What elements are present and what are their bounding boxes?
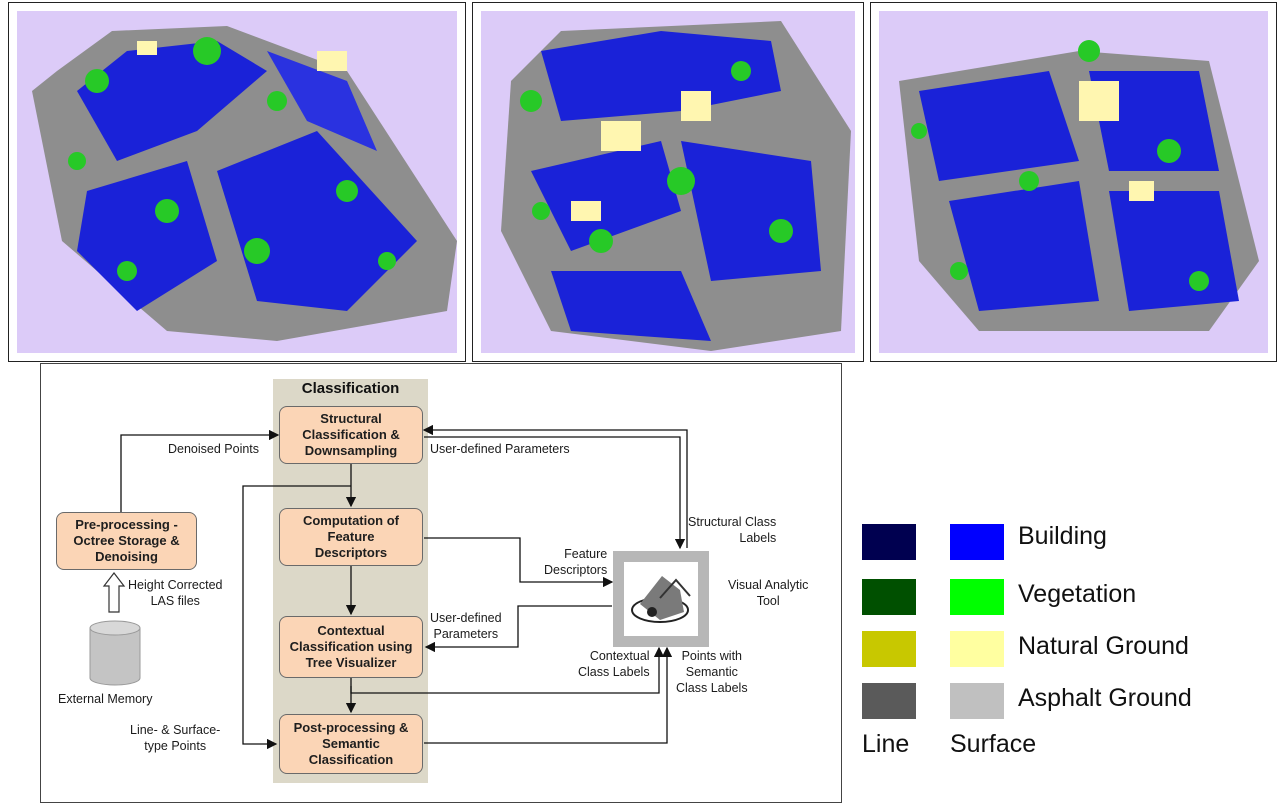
legend-swatch-asphalt-ground-line <box>862 683 916 719</box>
postprocessing-box: Post-processing & Semantic Classificatio… <box>279 714 423 774</box>
point-cloud-panel-2 <box>472 2 864 362</box>
classification-title: Classification <box>301 380 400 397</box>
user-defined-params-label-1: User-defined Parameters <box>430 442 570 456</box>
legend-swatch-building-line <box>862 524 916 560</box>
legend-swatch-asphalt-ground-surface <box>950 683 1004 719</box>
feature-descriptors-box: Computation of Feature Descriptors <box>279 508 423 566</box>
structural-classification-box: Structural Classification & Downsampling <box>279 406 423 464</box>
points-semantic-label: Points with Semantic Class Labels <box>676 649 748 695</box>
legend-swatch-vegetation-line <box>862 579 916 615</box>
point-cloud-image-2 <box>501 21 851 351</box>
point-cloud-panel-3 <box>870 2 1277 362</box>
point-cloud-view-2 <box>481 11 855 353</box>
legend-column-surface: Surface <box>950 730 1037 758</box>
legend-swatch-natural-ground-surface <box>950 631 1004 667</box>
legend-label-vegetation: Vegetation <box>1018 580 1137 608</box>
external-memory-icon <box>89 620 141 686</box>
legend-label-asphalt-ground: Asphalt Ground <box>1018 684 1192 712</box>
user-defined-params-label-2: User-defined Parameters <box>430 611 502 641</box>
point-cloud-view-3 <box>879 11 1268 353</box>
visual-analytic-tool-icon <box>613 551 709 647</box>
visual-analytic-tool-label: Visual Analytic Tool <box>728 578 809 608</box>
legend-swatch-vegetation-surface <box>950 579 1004 615</box>
line-surface-points-label: Line- & Surface- type Points <box>130 723 221 753</box>
height-corrected-label: Height Corrected LAS files <box>128 578 223 608</box>
external-memory-label: External Memory <box>58 692 153 706</box>
point-cloud-view-1 <box>17 11 457 353</box>
legend-label-natural-ground: Natural Ground <box>1018 632 1189 660</box>
legend-column-line: Line <box>862 730 910 758</box>
contextual-classification-box: Contextual Classification using Tree Vis… <box>279 616 423 678</box>
contextual-class-labels-label: Contextual Class Labels <box>578 649 650 679</box>
legend-swatch-building-surface <box>950 524 1004 560</box>
point-cloud-image-1 <box>32 26 457 341</box>
preprocessing-box: Pre-processing - Octree Storage & Denois… <box>56 512 197 570</box>
feature-descriptors-label: Feature Descriptors <box>544 547 608 577</box>
point-cloud-image-3 <box>899 40 1259 331</box>
denoised-points-label: Denoised Points <box>168 442 260 456</box>
legend-swatch-natural-ground-line <box>862 631 916 667</box>
structural-class-labels-label: Structural Class Labels <box>688 515 777 545</box>
legend-label-building: Building <box>1018 522 1107 550</box>
point-cloud-panel-1 <box>8 2 466 362</box>
